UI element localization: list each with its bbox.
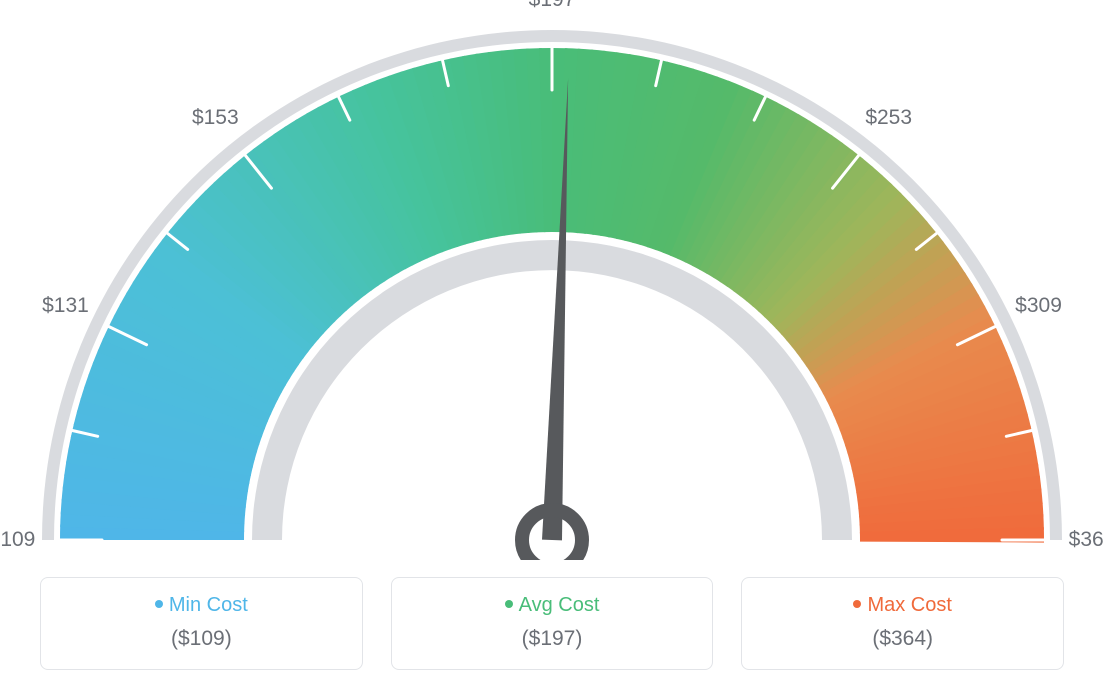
gauge-svg <box>0 0 1104 560</box>
legend-title: Avg Cost <box>402 594 703 617</box>
legend-value: ($197) <box>402 627 703 651</box>
legend-dot-icon <box>505 600 513 608</box>
legend-title-text: Min Cost <box>169 594 248 616</box>
gauge-tick-label: $309 <box>1015 294 1062 318</box>
avg-cost-card: Avg Cost ($197) <box>391 577 714 670</box>
legend-title-text: Avg Cost <box>519 594 600 616</box>
legend-row: Min Cost ($109) Avg Cost ($197) Max Cost ($36… <box>40 577 1064 670</box>
gauge-tick-label: $364 <box>1069 528 1104 552</box>
gauge-tick-label: $131 <box>42 294 89 318</box>
min-cost-card: Min Cost ($109) <box>40 577 363 670</box>
gauge-chart: $109 $131 $153 $197 $253 $309 $364 <box>0 0 1104 560</box>
legend-title: Min Cost <box>51 594 352 617</box>
legend-title: Max Cost <box>752 594 1053 617</box>
legend-title-text: Max Cost <box>867 594 951 616</box>
gauge-tick-label: $253 <box>865 106 912 130</box>
gauge-tick-label: $197 <box>529 0 576 12</box>
legend-dot-icon <box>155 600 163 608</box>
gauge-tick-label: $153 <box>192 106 239 130</box>
gauge-tick-label: $109 <box>0 528 35 552</box>
legend-dot-icon <box>853 600 861 608</box>
max-cost-card: Max Cost ($364) <box>741 577 1064 670</box>
legend-value: ($364) <box>752 627 1053 651</box>
legend-value: ($109) <box>51 627 352 651</box>
